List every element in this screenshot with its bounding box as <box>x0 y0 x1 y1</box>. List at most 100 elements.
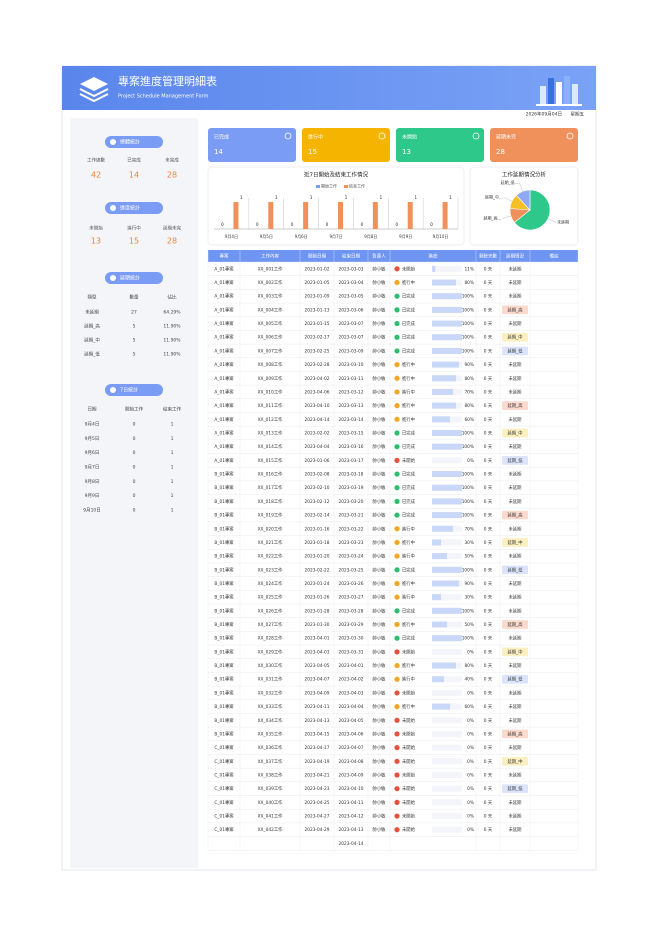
table-cell: B_01專案 <box>214 498 234 505</box>
table-cell: XX_039工作 <box>258 785 284 792</box>
progress-label: 11% <box>464 266 474 272</box>
status-text: 已完成 <box>402 512 416 519</box>
status-text: 進行中 <box>402 375 415 382</box>
progress-bar <box>432 265 436 272</box>
status-icon <box>394 676 400 682</box>
chart-title: 工作延期情況分析 <box>502 171 547 179</box>
table-cell: XX_002工作 <box>258 279 284 286</box>
table-cell: 延期_高 <box>507 402 523 409</box>
status-icon <box>394 348 400 354</box>
table-cell: XX_018工作 <box>258 498 284 505</box>
progress-bar <box>432 320 462 327</box>
progress-bar <box>432 676 444 683</box>
table-cell: XX_034工作 <box>258 717 284 724</box>
table-cell: 2023-02-28 <box>305 362 330 368</box>
status-text: 進行中 <box>402 662 415 669</box>
table-cell: 2023-01-20 <box>305 554 330 560</box>
progress-track <box>432 676 462 683</box>
stat-table-cell: 27 <box>131 310 137 316</box>
table-cell: 0 天 <box>484 458 493 464</box>
status-card <box>490 128 578 162</box>
table-cell: 帥小敏 <box>373 457 387 464</box>
progress-label: 80% <box>464 403 474 409</box>
table-cell: 未延期 <box>509 744 522 751</box>
status-icon <box>394 731 400 737</box>
status-text: 進行中 <box>402 703 415 710</box>
progress-label: 100% <box>462 307 474 313</box>
table-cell: A_01專案 <box>214 265 234 272</box>
status-card <box>208 128 296 162</box>
table-cell: 2023-03-23 <box>339 540 364 546</box>
header-title: 專案進度管理明細表 <box>118 74 217 88</box>
table-cell: 2023-03-07 <box>339 321 364 327</box>
table-cell: B_01專案 <box>214 580 234 587</box>
progress-track <box>432 799 462 806</box>
x-tick-label: 9月8日 <box>364 234 377 239</box>
delay-badge <box>502 469 528 479</box>
status-text: 進行中 <box>402 525 415 532</box>
status-text: 進行中 <box>402 416 415 423</box>
table-cell: 2023-03-04 <box>339 280 364 286</box>
bar-value-label: 0 <box>221 222 224 227</box>
progress-bar <box>432 484 462 491</box>
table-cell: 未延期 <box>509 320 522 327</box>
status-text: 已完成 <box>402 306 416 313</box>
delay-badge <box>502 633 528 643</box>
table-cell: XX_031工作 <box>258 676 284 683</box>
status-text: 未開始 <box>402 457 416 464</box>
stat-table-header: 數量 <box>130 294 139 301</box>
table-cell: 延期_中 <box>507 758 522 765</box>
table-cell: 0 天 <box>484 376 493 382</box>
stat-table-header: 日期 <box>88 407 97 413</box>
stat-table-cell: 0 <box>133 422 136 428</box>
table-cell: 帥小敏 <box>373 498 387 505</box>
progress-label: 0% <box>467 814 474 820</box>
table-cell: A_01專案 <box>214 457 234 464</box>
table-cell: 2023-01-06 <box>305 458 330 464</box>
table-cell: 0 天 <box>484 431 493 437</box>
progress-label: 0% <box>467 731 474 737</box>
delay-badge <box>502 770 528 780</box>
pie-label: 延期_高... <box>483 215 501 221</box>
table-cell: 0 天 <box>484 485 493 491</box>
stat-table-cell: 9月5日 <box>85 436 100 442</box>
stat-table-cell: 9月10日 <box>83 507 101 513</box>
table-cell: 2023-04-05 <box>339 718 364 724</box>
delay-badge <box>502 784 528 794</box>
table-header: 負責人 <box>372 253 386 260</box>
table-cell: 2023-02-10 <box>305 485 330 491</box>
progress-bar <box>432 416 450 423</box>
table-cell: 0 天 <box>484 704 493 710</box>
status-icon <box>394 471 400 477</box>
status-icon <box>394 827 400 833</box>
progress-label: 100% <box>462 335 474 341</box>
card-icon <box>566 132 574 140</box>
status-icon <box>394 704 400 710</box>
table-cell: 2023-03-15 <box>339 431 364 437</box>
table-cell: 0 天 <box>484 827 493 833</box>
table-cell: 帥小敏 <box>373 402 387 409</box>
table-cell: 帥小敏 <box>373 717 387 724</box>
table-cell: 0 天 <box>484 403 493 409</box>
status-icon <box>394 635 400 641</box>
bar-value-label: 0 <box>361 222 364 227</box>
table-cell: 2023-04-09 <box>339 773 364 779</box>
pie-leader <box>502 215 511 219</box>
delay-badge <box>502 702 528 711</box>
delay-badge <box>502 688 528 698</box>
status-text: 進行中 <box>402 580 415 587</box>
table-cell: 2023-03-27 <box>339 595 364 601</box>
table-cell: 0 天 <box>484 472 493 478</box>
table-cell: 2023-04-03 <box>305 649 330 655</box>
table-cell: C_01專案 <box>214 799 234 806</box>
table-cell: 2023-03-10 <box>339 362 364 368</box>
progress-track <box>432 785 462 792</box>
table-cell: A_01專案 <box>214 402 234 409</box>
progress-label: 60% <box>464 417 474 423</box>
table-cell: 帥小敏 <box>373 607 387 614</box>
table-cell: 帥小敏 <box>373 621 387 628</box>
status-icon <box>394 772 400 778</box>
table-cell: 未延期 <box>509 416 522 423</box>
table-cell: 帥小敏 <box>373 293 387 300</box>
delay-badge <box>502 620 528 629</box>
